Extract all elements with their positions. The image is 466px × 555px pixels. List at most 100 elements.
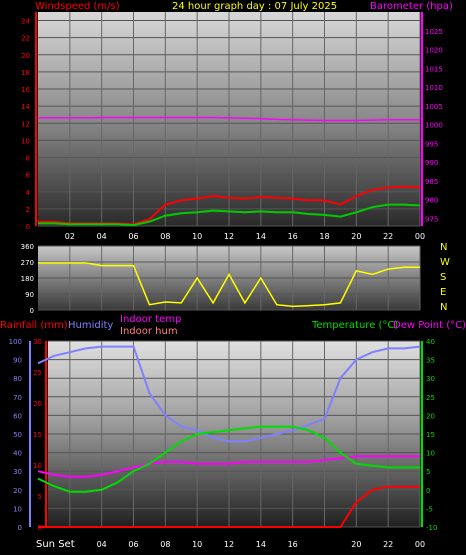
indoor-temp-label: Indoor temp	[120, 314, 182, 325]
compass-label: S	[440, 272, 446, 283]
dewpoint-label: Dew Point (°C)	[393, 320, 466, 331]
chart-title: 24 hour graph day : 07 July 2025	[172, 1, 338, 12]
baro-tick-label: 980	[425, 197, 438, 205]
rain-tick-label: 20	[33, 400, 42, 408]
rain-tick-label: 10	[33, 462, 42, 470]
wind-tick-label: 0	[26, 223, 30, 231]
compass-label: E	[440, 287, 446, 298]
baro-tick-label: 1010	[425, 84, 443, 92]
temp-x-tick: 10	[192, 540, 202, 549]
temp-tick-label: 30	[426, 375, 435, 383]
wind-x-tick: 14	[256, 232, 266, 241]
wind-x-tick: 12	[224, 232, 234, 241]
baro-tick-label: 975	[425, 215, 438, 223]
temperature-label: Temperature (°C)	[312, 320, 399, 331]
wind-tick-label: 16	[21, 86, 30, 94]
direction-tick-label: 90	[25, 291, 34, 299]
temp-x-tick: 20	[351, 540, 361, 549]
rain-tick-label: 15	[33, 431, 42, 439]
humidity-tick-label: 60	[13, 412, 22, 420]
temp-tick-label: 0	[426, 487, 430, 495]
temp-x-tick: 16	[288, 540, 298, 549]
rainfall-label: Rainfall (mm)	[0, 320, 68, 331]
wind-x-tick: 00	[415, 232, 425, 241]
humidity-tick-label: 70	[13, 394, 22, 402]
rain-line	[38, 485, 420, 528]
gust-line	[38, 203, 421, 227]
temp-tick-label: 15	[426, 431, 435, 439]
wind-tick-label: 4	[26, 189, 31, 197]
baro-tick-label: 1000	[425, 122, 443, 130]
wind-x-tick: 06	[128, 232, 138, 241]
humidity-tick-label: 10	[13, 505, 22, 513]
humidity-tick-label: 0	[18, 524, 22, 532]
barometer-line	[38, 116, 420, 122]
temp-tick-label: 10	[426, 450, 435, 458]
temp-x-tick: 22	[383, 540, 393, 549]
humidity-line	[37, 345, 421, 443]
sunset-label: Sun Set	[36, 539, 75, 550]
wind-tick-label: 24	[21, 18, 30, 26]
compass-label: W	[440, 257, 450, 268]
humidity-tick-label: 100	[9, 338, 22, 346]
humidity-label: Humidity	[68, 320, 114, 331]
wind-tick-label: 20	[21, 52, 30, 60]
temp-tick-label: 20	[426, 412, 435, 420]
baro-tick-label: 1005	[425, 103, 443, 111]
baro-tick-label: 1015	[425, 65, 443, 73]
humidity-tick-label: 90	[13, 357, 22, 365]
wind-tick-label: 22	[21, 35, 30, 43]
wind-x-tick: 20	[351, 232, 361, 241]
rain-tick-label: 5	[38, 493, 42, 501]
temp-x-tick: 06	[128, 540, 138, 549]
temp-tick-label: 40	[426, 338, 435, 346]
temp-x-tick: 04	[97, 540, 107, 549]
wind-tick-label: 2	[26, 206, 30, 214]
indoor-hum-label: Indoor hum	[120, 326, 178, 337]
direction-tick-label: 360	[21, 243, 34, 251]
rain-tick-label: 30	[33, 338, 42, 346]
barometer-label: Barometer (hpa)	[370, 1, 453, 12]
temp-x-tick: 12	[224, 540, 234, 549]
wind-x-tick: 04	[97, 232, 107, 241]
temp-tick-label: -5	[426, 505, 433, 513]
humidity-tick-label: 50	[13, 431, 22, 439]
wind-tick-label: 10	[21, 137, 30, 145]
temp-tick-label: 35	[426, 357, 435, 365]
temp-x-tick: 00	[415, 540, 425, 549]
wind-x-tick: 10	[192, 232, 202, 241]
temp-tick-label: 25	[426, 394, 435, 402]
wind-x-tick: 16	[288, 232, 298, 241]
wind-tick-label: 18	[21, 69, 30, 77]
compass-label: N	[440, 302, 447, 313]
humidity-tick-label: 40	[13, 450, 22, 458]
wind-x-tick: 22	[383, 232, 393, 241]
rain-tick-label: 25	[33, 369, 42, 377]
humidity-tick-label: 20	[13, 487, 22, 495]
indoor-temp-line	[37, 455, 420, 478]
wind-tick-label: 12	[21, 120, 30, 128]
temp-tick-label: -10	[426, 524, 437, 532]
temp-x-tick: 08	[160, 540, 170, 549]
direction-line	[38, 262, 420, 308]
wind-tick-label: 14	[21, 103, 30, 111]
compass-label: N	[440, 242, 447, 253]
temperature-line	[37, 425, 420, 493]
baro-tick-label: 1020	[425, 47, 443, 55]
wind-x-tick: 08	[160, 232, 170, 241]
baro-tick-label: 985	[425, 178, 438, 186]
direction-tick-label: 270	[21, 259, 34, 267]
baro-tick-label: 990	[425, 159, 438, 167]
baro-tick-label: 1025	[425, 28, 443, 36]
temp-tick-label: 5	[426, 468, 430, 476]
wind-x-tick: 02	[65, 232, 75, 241]
humidity-tick-label: 30	[13, 468, 22, 476]
direction-tick-label: 0	[30, 307, 34, 315]
windspeed-label: Windspeed (m/s)	[35, 1, 120, 12]
temp-x-tick: 14	[256, 540, 266, 549]
wind-tick-label: 8	[26, 155, 30, 163]
wind-tick-label: 6	[26, 172, 31, 180]
humidity-tick-label: 80	[13, 375, 22, 383]
wind-x-tick: 18	[319, 232, 329, 241]
